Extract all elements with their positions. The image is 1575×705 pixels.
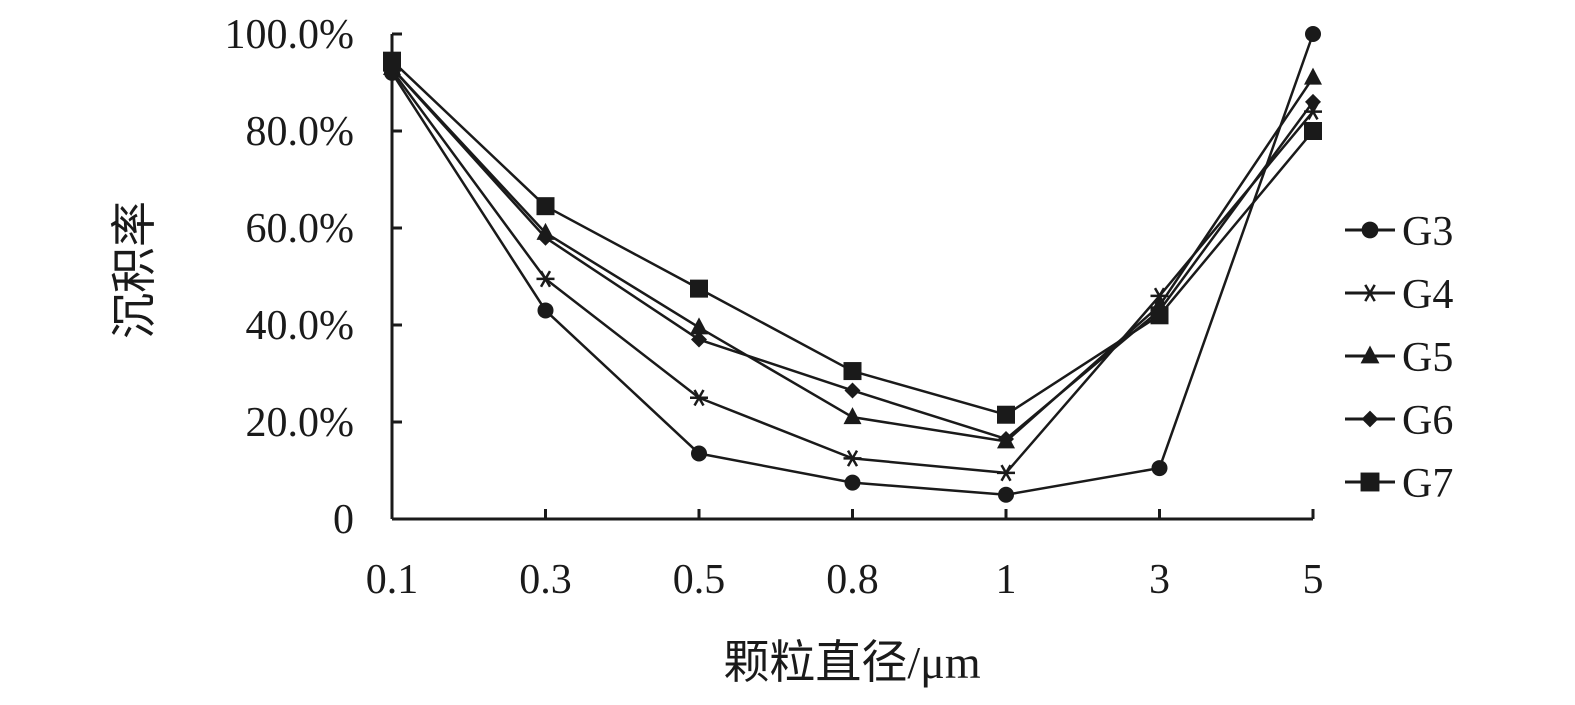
x-tick-label: 1 (996, 557, 1017, 603)
data-point-g7 (383, 51, 401, 70)
data-point-g7 (1150, 306, 1169, 325)
legend-marker-asterisk (1360, 284, 1380, 302)
data-point-g4 (536, 270, 555, 288)
legend-label: G5 (1402, 335, 1453, 381)
x-tick-label: 0.3 (519, 557, 572, 603)
data-point-g3 (691, 445, 707, 462)
x-tick-label: 0.1 (366, 557, 419, 603)
data-point-g6 (1305, 93, 1321, 110)
data-point-g4 (997, 464, 1015, 482)
x-tick-label: 5 (1303, 557, 1324, 603)
data-point-g7 (690, 279, 708, 298)
y-tick-label: 100.0% (225, 12, 355, 58)
data-point-g6 (998, 430, 1014, 447)
data-point-g3 (537, 302, 554, 319)
y-tick-label: 0 (333, 497, 354, 543)
data-point-g7 (536, 197, 555, 216)
data-point-g3 (998, 486, 1014, 503)
data-point-g6 (537, 229, 554, 246)
series-line-g7 (391, 59, 1314, 416)
data-point-g5 (1304, 67, 1322, 85)
data-point-g6 (691, 331, 707, 348)
series-line-g3 (390, 33, 1315, 496)
data-point-g7 (1304, 122, 1322, 140)
y-tick-label: 80.0% (246, 109, 355, 155)
x-tick-label: 3 (1149, 557, 1170, 603)
y-tick-label: 60.0% (246, 206, 355, 252)
data-point-g3 (1151, 460, 1168, 477)
legend-item-g3: G3 (1345, 209, 1453, 255)
legend-label: G7 (1402, 461, 1453, 507)
legend-marker-triangle (1360, 345, 1380, 364)
legend: G3 G4 G5 G6 G7 (1345, 209, 1453, 507)
data-point-g4 (843, 449, 862, 467)
data-point-g3 (1305, 26, 1321, 42)
legend-label: G6 (1402, 398, 1453, 444)
data-point-g7 (997, 405, 1015, 424)
legend-marker-square (1360, 472, 1380, 492)
legend-label: G4 (1402, 272, 1453, 318)
legend-item-g5: G5 (1345, 335, 1453, 381)
legend-label: G3 (1402, 209, 1453, 255)
data-point-g3 (844, 474, 861, 491)
legend-marker-circle (1361, 221, 1379, 239)
data-point-g5 (690, 317, 708, 335)
data-point-g6 (844, 382, 861, 399)
x-tick-label: 0.5 (673, 557, 726, 603)
y-tick-label: 40.0% (246, 303, 355, 349)
y-tick-label: 20.0% (246, 400, 355, 446)
data-point-g5 (843, 407, 862, 425)
legend-marker-diamond (1361, 410, 1379, 428)
legend-item-g7: G7 (1345, 461, 1453, 507)
legend-item-g4: G4 (1345, 272, 1453, 318)
x-axis-title: 颗粒直径/μm (723, 637, 980, 688)
legend-item-g6: G6 (1345, 398, 1453, 444)
data-point-g4 (690, 389, 708, 407)
x-tick-label: 0.8 (826, 557, 879, 603)
data-point-g7 (843, 362, 862, 381)
y-axis-title: 沉积率 (109, 201, 160, 339)
